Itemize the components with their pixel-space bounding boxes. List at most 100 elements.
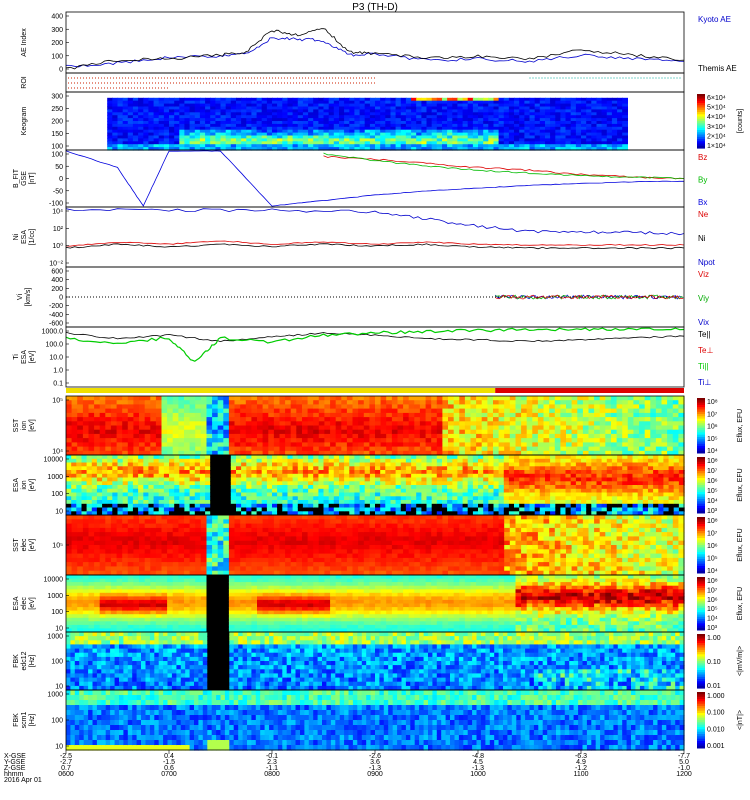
heat-cell — [178, 425, 185, 431]
heat-cell — [81, 470, 88, 475]
heat-cell — [352, 412, 359, 418]
heat-cell — [328, 106, 335, 110]
heat-cell — [416, 141, 422, 145]
heat-cell — [96, 477, 103, 482]
heat-cell — [488, 462, 495, 467]
heat-cell — [421, 121, 428, 125]
heat-cell — [447, 115, 453, 119]
heat-cell — [431, 126, 438, 131]
heat-cell — [526, 412, 533, 418]
heat-cell — [364, 462, 371, 467]
heat-cell — [478, 97, 484, 102]
heat-cell — [395, 507, 402, 512]
heat-cell — [633, 396, 640, 401]
heat-cell — [519, 481, 525, 486]
heat-cell — [416, 118, 422, 122]
heat-cell — [102, 488, 108, 494]
heat-cell — [71, 473, 77, 479]
heat-cell — [380, 507, 386, 512]
heat-cell — [261, 126, 268, 131]
heat-cell — [307, 433, 314, 439]
heat-cell — [487, 433, 494, 439]
heat-cell — [335, 425, 342, 431]
heat-cell — [498, 492, 505, 497]
heat-cell — [81, 466, 88, 471]
heat-cell — [529, 121, 536, 125]
heat-cell — [532, 396, 539, 401]
heat-cell — [122, 106, 129, 110]
heat-cell — [498, 425, 505, 431]
heat-cell — [550, 97, 556, 102]
heat-cell — [582, 408, 590, 414]
heat-cell — [359, 115, 366, 119]
heat-cell — [323, 135, 330, 139]
heat-cell — [86, 496, 93, 501]
heat-cell — [212, 404, 219, 410]
heat-cell — [509, 442, 516, 448]
heat-cell — [565, 118, 572, 122]
heat-cell — [385, 503, 392, 509]
heat-cell — [395, 473, 402, 479]
heat-cell — [257, 408, 264, 414]
heat-cell — [144, 438, 151, 443]
heat-cell — [81, 477, 88, 482]
heat-cell — [555, 118, 562, 122]
heat-cell — [169, 466, 175, 471]
heat-cell — [586, 496, 592, 501]
heat-cell — [565, 100, 572, 105]
heat-cell — [416, 488, 422, 494]
heat-cell — [71, 470, 77, 475]
heat-cell — [566, 425, 573, 431]
heat-cell — [102, 503, 108, 509]
heat-cell — [122, 488, 129, 494]
heat-cell — [514, 466, 520, 471]
heat-cell — [442, 458, 448, 464]
heat-cell — [225, 144, 232, 148]
heat-cell — [555, 485, 562, 490]
heat-cell — [467, 455, 474, 460]
heat-cell — [349, 135, 356, 139]
heat-cell — [205, 135, 211, 139]
heat-cell — [560, 141, 567, 145]
heat-cell — [344, 132, 350, 137]
heat-cell — [472, 141, 479, 145]
heat-cell — [397, 442, 404, 448]
heat-cell — [199, 112, 206, 116]
heat-cell — [594, 429, 601, 435]
heat-cell — [346, 425, 354, 431]
heat-cell — [261, 138, 268, 142]
heat-cell — [566, 396, 573, 401]
heat-cell — [220, 455, 227, 460]
heat-cell — [515, 442, 522, 448]
heat-cell — [107, 138, 113, 142]
heat-cell — [616, 396, 623, 401]
heat-cell — [296, 442, 303, 448]
heat-cell — [375, 485, 381, 490]
heat-cell — [292, 455, 299, 460]
heat-cell — [390, 97, 397, 102]
heat-cell — [153, 473, 160, 479]
heat-cell — [405, 473, 412, 479]
heat-cell — [257, 429, 264, 435]
heat-cell — [339, 473, 345, 479]
heat-cell — [467, 115, 474, 119]
heat-cell — [586, 106, 592, 110]
heat-cell — [386, 425, 393, 431]
heat-cell — [313, 511, 319, 516]
heat-cell — [560, 106, 567, 110]
heat-cell — [514, 496, 520, 501]
heat-cell — [447, 485, 453, 490]
heat-cell — [622, 100, 628, 105]
heat-cell — [158, 492, 165, 497]
heat-cell — [400, 112, 407, 116]
heat-cell — [143, 132, 150, 137]
heat-cell — [107, 455, 113, 460]
heat-cell — [554, 408, 561, 414]
heat-cell — [436, 109, 443, 113]
heat-cell — [132, 126, 139, 131]
heat-cell — [246, 103, 253, 108]
heat-cell — [436, 473, 443, 479]
heat-cell — [122, 438, 129, 443]
heat-cell — [586, 132, 592, 137]
heat-cell — [354, 144, 361, 148]
